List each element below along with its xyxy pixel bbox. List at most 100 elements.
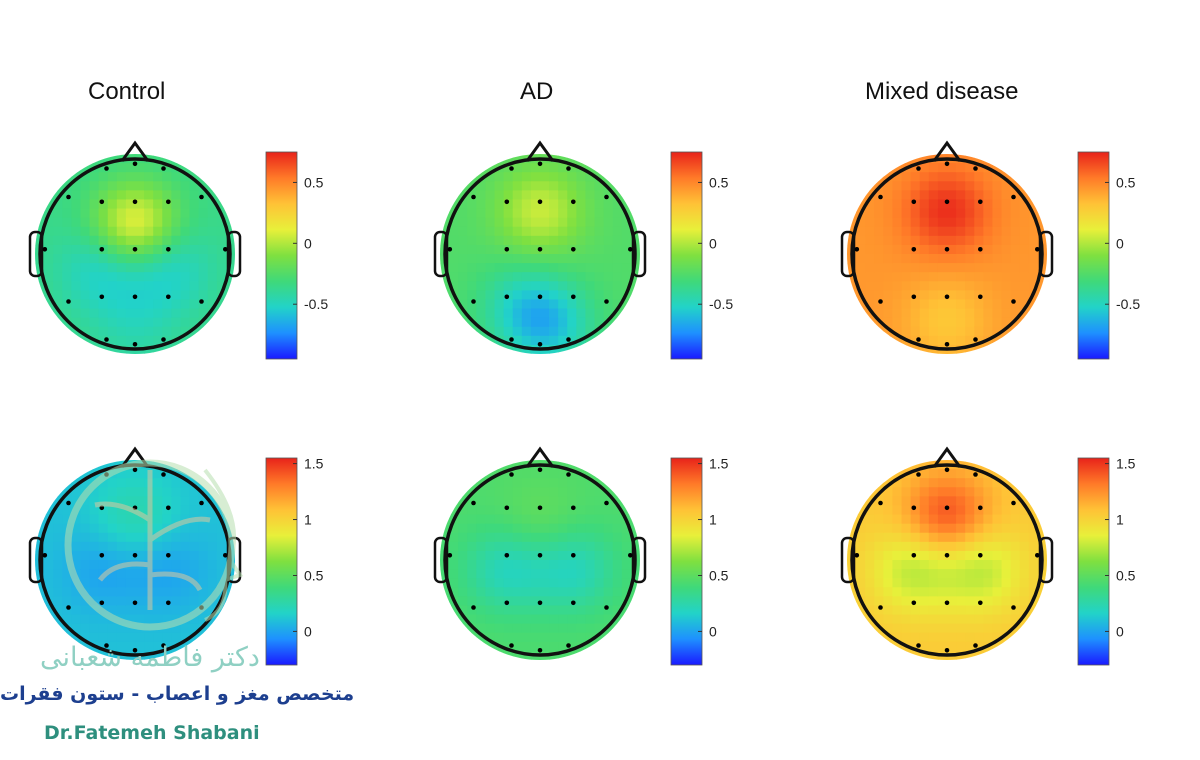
electrode-marker (911, 505, 917, 511)
right-ear-outline (1038, 230, 1054, 278)
watermark-subtitle-fa: متخصص مغز و اعصاب - ستون فقرات (0, 683, 355, 705)
electrode-marker (878, 299, 883, 304)
watermark-name-en: Dr.Fatemeh Shabani (44, 722, 260, 744)
topomap-control-row-1 (28, 140, 242, 354)
electrode-marker (223, 247, 228, 252)
electrode-marker (161, 643, 166, 648)
electrode-marker (571, 600, 576, 606)
electrode-marker (132, 648, 138, 653)
electrode-marker (537, 342, 543, 347)
left-ear-outline (28, 536, 44, 584)
electrode-marker (1011, 194, 1016, 200)
electrode-marker (916, 472, 921, 477)
electrode-marker (878, 605, 883, 610)
column-title-ad: AD (520, 78, 554, 105)
electrode-marker (571, 247, 576, 252)
electrode-marker (166, 600, 171, 606)
electrode-marker (132, 342, 138, 347)
left-ear-outline (28, 230, 44, 278)
electrode-marker (509, 643, 514, 648)
electrode-marker (42, 553, 48, 558)
colorbar-tick-label: 1.5 (304, 456, 324, 472)
electrode-marker (166, 505, 171, 511)
electrode-marker (944, 294, 950, 300)
colorbar-tick-label: 1.5 (1116, 456, 1136, 472)
electrode-marker (911, 247, 917, 252)
electrode-marker (973, 643, 978, 648)
electrode-marker (944, 247, 950, 252)
colorbar-mixed-disease-row-1: 0.5 0 -0.5 (1077, 151, 1140, 360)
colorbar-tick-label: 0.5 (1116, 567, 1136, 583)
colorbar-control-row-1: 0.5 0 -0.5 (265, 151, 328, 360)
electrode-marker (1035, 247, 1040, 252)
electrode-marker (944, 161, 950, 167)
colorbar-ad-row-2: 1.5 1 0.5 0 (670, 456, 729, 666)
electrode-marker (566, 166, 571, 171)
electrode-marker (132, 467, 138, 473)
colorbar-tick-label: 0 (1116, 623, 1124, 639)
electrode-marker (537, 294, 543, 300)
electrode-marker (161, 337, 166, 342)
colorbar-tick-label: 0 (304, 235, 312, 251)
electrode-marker (944, 648, 950, 653)
electrode-marker (911, 553, 917, 558)
electrode-marker (973, 166, 978, 171)
colorbar-tick-label: 1 (709, 512, 717, 528)
electrode-marker (571, 553, 576, 558)
electrode-marker (66, 194, 71, 200)
electrode-marker (99, 247, 105, 252)
electrode-marker (132, 161, 138, 167)
colorbar-tick-label: 0.5 (1116, 174, 1136, 190)
electrode-marker (471, 194, 476, 200)
electrode-marker (471, 605, 476, 610)
colorbar-tick-label: -0.5 (304, 296, 328, 312)
topomap-field (440, 154, 640, 354)
electrode-marker (944, 553, 950, 558)
electrode-marker (911, 199, 917, 205)
colorbar-control-row-2: 1.5 1 0.5 0 (265, 456, 324, 666)
colorbar-mixed-disease-row-2: 1.5 1 0.5 0 (1077, 456, 1136, 666)
electrode-marker (166, 294, 171, 300)
colorbar-tick-label: 1 (304, 512, 312, 528)
colorbar-tick-label: 0.5 (304, 174, 324, 190)
electrode-marker (566, 643, 571, 648)
electrode-marker (944, 505, 950, 511)
electrode-marker (566, 337, 571, 342)
electrode-marker (604, 605, 609, 610)
electrode-marker (504, 600, 510, 606)
electrode-marker (66, 500, 71, 506)
nose-outline (525, 446, 555, 468)
electrode-marker (199, 194, 204, 200)
electrode-marker (973, 337, 978, 342)
electrode-marker (604, 500, 609, 506)
electrode-marker (132, 294, 138, 300)
nose-outline (932, 446, 962, 468)
colorbar-tick-label: 1.5 (709, 456, 729, 472)
electrode-marker (916, 166, 921, 171)
head-outline (38, 157, 232, 351)
electrode-marker (504, 247, 510, 252)
electrode-marker (66, 299, 71, 304)
electrode-marker (504, 505, 510, 511)
colorbar-tick-label: 0.5 (304, 567, 324, 583)
electrode-marker (878, 194, 883, 200)
topomap-field (35, 460, 235, 660)
colorbar-tick-label: -0.5 (709, 296, 733, 312)
watermark-logo (64, 459, 244, 631)
head-outline (850, 157, 1044, 351)
topomap-ad-row-2 (433, 446, 647, 660)
colorbar-tick-label: -0.5 (1116, 296, 1140, 312)
electrode-marker (537, 648, 543, 653)
electrode-marker (537, 161, 543, 167)
colorbar-tick-label: 0.5 (709, 174, 729, 190)
electrode-marker (132, 553, 138, 558)
topomap-field (847, 154, 1047, 354)
electrode-marker (132, 600, 138, 606)
colorbar-tick-label: 0 (304, 623, 312, 639)
electrode-marker (973, 472, 978, 477)
head-outline (443, 157, 637, 351)
column-title-mixed-disease: Mixed disease (865, 78, 1019, 105)
electrode-marker (199, 500, 204, 506)
electrode-marker (42, 247, 48, 252)
electrode-marker (854, 553, 860, 558)
